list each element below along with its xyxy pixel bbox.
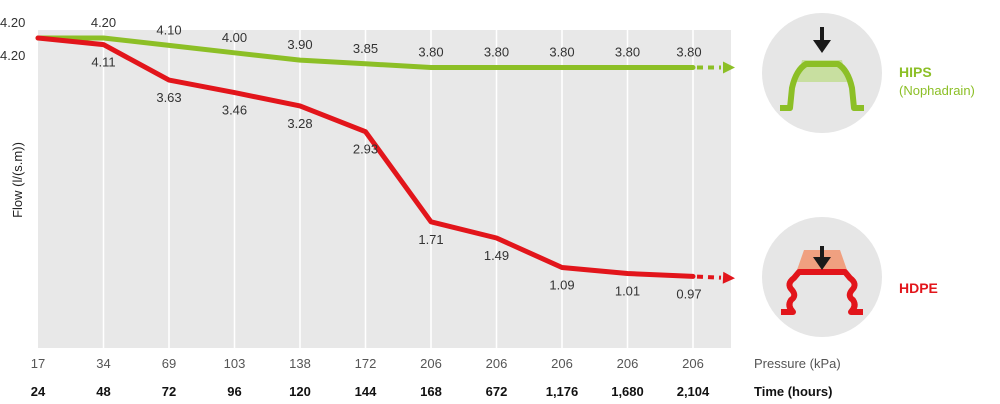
data-label-hdpe: 2.93	[353, 142, 378, 157]
pressure-tick-label: 206	[551, 356, 573, 371]
time-tick-label: 48	[96, 384, 110, 399]
hips-legend-name: HIPS	[899, 64, 932, 80]
time-tick-label: 96	[227, 384, 241, 399]
data-label-hdpe: 1.01	[615, 283, 640, 298]
pressure-tick-label: 103	[224, 356, 246, 371]
tick-labels: 17 34 69 103 138 172 206 206 206 206 206 24 48 72 96 12…	[31, 356, 710, 399]
data-label-hdpe: 3.46	[222, 103, 247, 118]
data-label-hdpe: 4.20	[0, 48, 25, 63]
series-line-hips	[35, 35, 696, 70]
data-label-hdpe: 0.97	[676, 286, 701, 301]
data-label-hips: 4.10	[156, 22, 181, 37]
hdpe-profile-icon	[762, 217, 882, 337]
data-label-hips: 3.80	[549, 45, 574, 60]
data-labels: 4.20 4.20 4.10 4.00 3.90 3.85 3.80 3.80 3.80 3.80…	[0, 15, 702, 301]
grid-lines	[102, 30, 694, 348]
data-label-hdpe: 1.49	[484, 248, 509, 263]
hdpe-legend-name: HDPE	[899, 280, 938, 296]
pressure-tick-label: 69	[162, 356, 176, 371]
pressure-tick-label: 206	[420, 356, 442, 371]
data-label-hdpe: 1.09	[549, 278, 574, 293]
pressure-tick-label: 138	[289, 356, 311, 371]
data-label-hips: 3.80	[418, 45, 443, 60]
series-line-hdpe	[35, 35, 696, 279]
pressure-tick-label: 34	[96, 356, 110, 371]
series-arrowhead-hdpe	[722, 271, 735, 284]
pressure-tick-label: 172	[355, 356, 377, 371]
pressure-tick-label: 206	[682, 356, 704, 371]
data-label-hdpe: 4.11	[91, 55, 115, 70]
time-tick-label: 120	[289, 384, 311, 399]
hips-profile-icon	[762, 13, 882, 133]
data-label-hdpe: 3.63	[156, 90, 181, 105]
time-axis-label: Time (hours)	[754, 384, 833, 399]
time-tick-label: 24	[31, 384, 46, 399]
pressure-axis-label: Pressure (kPa)	[754, 356, 841, 371]
data-label-hips: 4.20	[0, 15, 25, 30]
series-arrowhead-hips	[723, 61, 735, 74]
data-label-hips: 4.00	[222, 30, 247, 45]
data-label-hdpe: 3.28	[287, 116, 312, 131]
data-label-hips: 3.85	[353, 41, 378, 56]
time-tick-label: 72	[162, 384, 176, 399]
hips-legend-subtitle: (Nophadrain)	[899, 83, 975, 98]
pressure-tick-label: 17	[31, 356, 45, 371]
pressure-tick-label: 206	[486, 356, 508, 371]
data-label-hips: 3.80	[484, 45, 509, 60]
data-label-hdpe: 1.71	[418, 232, 443, 247]
data-label-hips: 3.80	[676, 45, 701, 60]
time-tick-label: 1,680	[611, 384, 644, 399]
pressure-tick-label: 206	[617, 356, 639, 371]
plot-background	[38, 30, 731, 348]
data-label-hips: 3.80	[615, 45, 640, 60]
data-label-hips: 3.90	[287, 37, 312, 52]
time-tick-label: 2,104	[677, 384, 710, 399]
time-tick-label: 1,176	[546, 384, 579, 399]
series-lines	[35, 35, 735, 284]
time-tick-label: 144	[355, 384, 377, 399]
series-continuation-hdpe	[696, 274, 722, 280]
y-axis-label: Flow (l/(s.m))	[10, 142, 25, 218]
data-label-hips: 4.20	[91, 15, 116, 30]
time-tick-label: 672	[486, 384, 508, 399]
time-tick-label: 168	[420, 384, 442, 399]
